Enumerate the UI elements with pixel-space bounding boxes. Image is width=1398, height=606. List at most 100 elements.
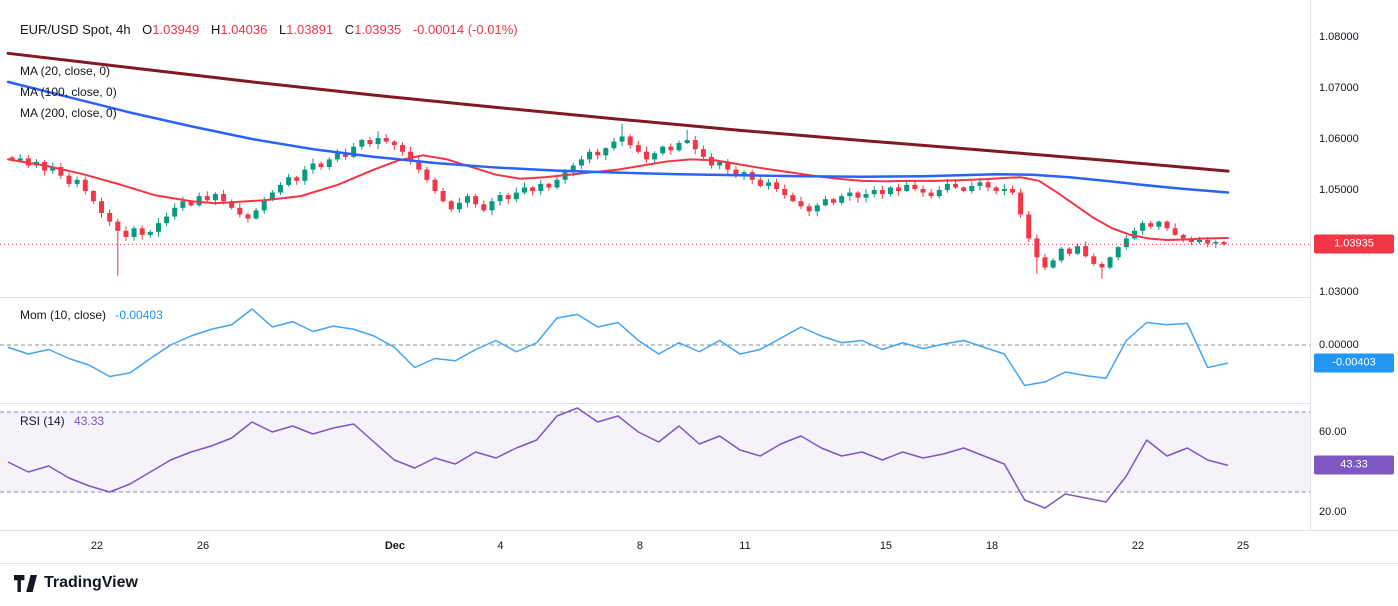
candle-body: [668, 146, 674, 151]
candle-body: [1034, 238, 1040, 258]
candle-body: [334, 153, 340, 160]
legend-ma100[interactable]: MA (100, close, 0): [20, 85, 117, 99]
momentum-label: Mom (10, close): [20, 308, 107, 322]
candle-body: [1009, 188, 1015, 193]
high-label: H: [210, 22, 221, 37]
candle-body: [351, 146, 357, 157]
candle-body: [1050, 260, 1056, 268]
momentum-value: -0.00403: [115, 308, 163, 322]
candle-body: [765, 182, 771, 186]
candle-body: [831, 199, 837, 203]
candle-body: [700, 149, 706, 157]
candle-body: [9, 157, 15, 161]
candle-body: [473, 196, 479, 205]
panel-separator: [0, 297, 1398, 298]
tradingview-logo-icon: [14, 574, 37, 592]
candle-body: [806, 206, 812, 212]
candle-body: [733, 169, 739, 176]
time-axis-label: 8: [636, 540, 643, 552]
candle-body: [1197, 239, 1203, 243]
candle-body: [367, 140, 373, 145]
legend-rsi[interactable]: RSI (14) 43.33: [20, 414, 104, 428]
candle-body: [1140, 223, 1146, 231]
ma100-line: [6, 80, 1230, 194]
legend-ma200[interactable]: MA (200, close, 0): [20, 106, 117, 120]
candle-body: [99, 201, 105, 213]
candle-body: [969, 185, 975, 192]
candle-body: [50, 167, 56, 171]
candle-body: [269, 192, 275, 201]
candle-body: [904, 184, 910, 192]
candle-body: [82, 179, 88, 192]
open-label: O: [142, 22, 153, 37]
candle-body: [180, 201, 186, 208]
candle-body: [879, 190, 885, 195]
close-value: 1.03935: [354, 22, 402, 37]
candle-body: [652, 153, 658, 160]
rsi-axis-label: 60.00: [1319, 426, 1347, 438]
candle-body: [725, 161, 731, 170]
candle-body: [481, 204, 487, 211]
legend-ma20[interactable]: MA (20, close, 0): [20, 64, 110, 78]
candle-body: [603, 148, 609, 156]
candle-body: [1026, 214, 1032, 239]
candle-body: [538, 183, 544, 192]
candle-body: [432, 179, 438, 192]
symbol-title[interactable]: EUR/USD Spot, 4h: [20, 22, 131, 37]
candle-body: [310, 163, 316, 170]
candle-body: [115, 221, 121, 231]
candle-body: [131, 228, 137, 237]
symbol-legend: EUR/USD Spot, 4h O1.03949 H1.04036 L1.03…: [20, 22, 518, 37]
candle-body: [887, 187, 893, 195]
candle-body: [302, 169, 308, 181]
candle-body: [1042, 257, 1048, 268]
open-value: 1.03949: [152, 22, 200, 37]
candle-body: [1001, 188, 1007, 192]
tradingview-logo[interactable]: TradingView: [14, 574, 138, 592]
time-axis[interactable]: 22 26 Dec 4 8 11 15 18 22 25: [0, 530, 1398, 564]
candle-body: [822, 199, 828, 206]
candle-body: [863, 194, 869, 198]
legend-momentum[interactable]: Mom (10, close) -0.00403: [20, 308, 163, 322]
tradingview-logo-text: TradingView: [44, 574, 138, 591]
candle-body: [595, 151, 601, 156]
candle-body: [798, 201, 804, 207]
candle-body: [221, 194, 227, 202]
price-axis[interactable]: 1.08000 1.07000 1.06000 1.05000 1.03000 0.000…: [1310, 0, 1398, 563]
candle-body: [635, 145, 641, 152]
time-axis-label: 18: [985, 540, 999, 552]
candle-body: [212, 194, 218, 201]
rsi-band: [0, 412, 1310, 492]
time-axis-label: Dec: [384, 540, 406, 552]
low-label: L: [278, 22, 287, 37]
candle-body: [489, 201, 495, 211]
candle-body: [497, 195, 503, 202]
candle-body: [717, 161, 723, 166]
candle-body: [1107, 257, 1113, 268]
price-axis-label: 1.07000: [1319, 82, 1359, 94]
candle-body: [1099, 263, 1105, 268]
momentum-line: [7, 308, 1229, 387]
candle-body: [928, 192, 934, 197]
time-axis-label: 11: [739, 540, 751, 552]
candle-body: [188, 201, 194, 206]
candle-body: [343, 153, 349, 157]
ma200-label: MA (200, close, 0): [20, 106, 117, 120]
candle-body: [107, 212, 113, 222]
candle-body: [814, 205, 820, 212]
candle-body: [912, 184, 918, 189]
candle-body: [456, 202, 462, 210]
candle-body: [318, 163, 324, 168]
rsi-line: [7, 407, 1229, 509]
ma20-label: MA (20, close, 0): [20, 64, 111, 78]
candle-body: [944, 183, 950, 190]
candle-body: [147, 231, 153, 235]
price-axis-label: 1.05000: [1319, 184, 1359, 196]
time-axis-label: 15: [879, 540, 893, 552]
time-axis-label: 26: [196, 540, 210, 552]
candle-body: [123, 230, 129, 237]
candle-body: [375, 137, 381, 145]
candle-body: [1156, 221, 1162, 227]
candle-body: [936, 190, 942, 197]
